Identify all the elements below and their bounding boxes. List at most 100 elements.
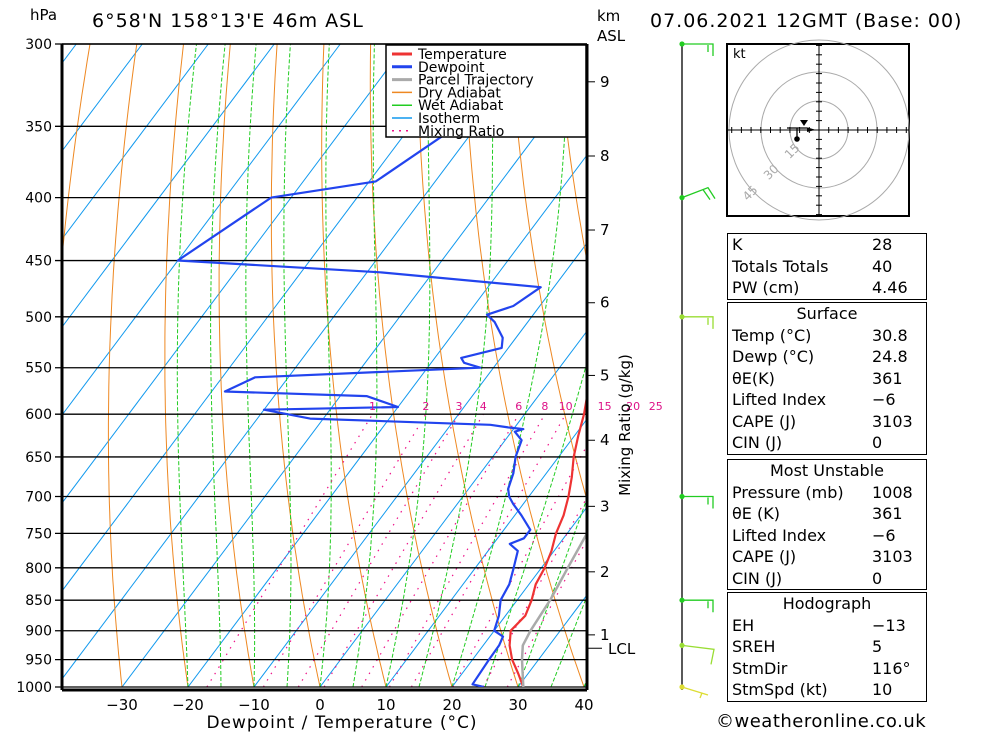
hodograph-row: EH −13 — [728, 615, 926, 637]
index-value: 0 — [872, 568, 883, 588]
wind-barb-shaft — [682, 495, 714, 509]
temperature-tick-label: −30 — [106, 696, 138, 714]
hodograph-title: Hodograph — [782, 594, 872, 613]
isotherm-line — [253, 242, 587, 687]
temperature-tick-label: 40 — [574, 696, 593, 714]
surface-row: θE(K) 361 — [728, 368, 926, 390]
index-value: −6 — [872, 390, 896, 409]
wet-adiabat-line — [418, 44, 494, 687]
temperature-tick-label: −20 — [172, 696, 204, 714]
wind-barb — [681, 186, 716, 201]
copyright-text: ©weatheronline.co.uk — [716, 711, 927, 732]
most-unstable-panel: Most Unstable Pressure (mb) 1008 θE (K) 36… — [727, 459, 927, 590]
mixing-ratio-label: 8 — [541, 400, 548, 413]
hodograph-arrow — [807, 128, 815, 132]
wind-barb-shaft — [681, 686, 709, 699]
hodograph-panel: Hodograph EH −13 SREH 5 StmDir 116° StmSpd … — [727, 592, 927, 702]
temperature-tick-label: 0 — [315, 696, 325, 714]
hodograph-storm-marker — [794, 136, 800, 142]
km-tick-label: 6 — [600, 294, 610, 312]
km-tick-label: 4 — [600, 431, 610, 449]
index-value: −6 — [872, 525, 896, 545]
surface-panel: Surface Temp (°C) 30.8 Dewp (°C) 24.8 θE(K… — [727, 302, 927, 455]
wet-adiabat-line — [245, 44, 257, 687]
index-label: SREH — [732, 637, 776, 656]
mixing-ratio-label: 25 — [649, 400, 663, 413]
surface-row: Dewp (°C) 24.8 — [728, 346, 926, 368]
temperature-tick-label: 10 — [376, 696, 395, 714]
wind-barb — [682, 43, 714, 56]
wind-barb — [681, 644, 715, 665]
index-label: Lifted Index — [732, 390, 827, 409]
pressure-tick-label: 400 — [25, 191, 52, 207]
wet-adiabat-line — [283, 44, 292, 687]
isotherm-line — [62, 44, 275, 328]
height-unit-label: km ASL — [597, 6, 625, 46]
dry-adiabat-line — [416, 44, 519, 687]
isotherm-line — [62, 44, 209, 240]
mixing-ratio-label: 2 — [422, 400, 429, 413]
index-value: 40 — [872, 256, 893, 276]
wet-adiabat-line — [176, 44, 197, 687]
index-label: StmDir — [732, 658, 788, 678]
pressure-tick-label: 350 — [25, 119, 52, 135]
mixing-ratio-label: 4 — [480, 400, 487, 413]
legend-box — [385, 44, 587, 138]
pressure-tick-label: 300 — [25, 37, 52, 53]
pressure-tick-label: 750 — [25, 526, 52, 542]
dry-adiabat-line — [218, 44, 255, 687]
temperature-tick-label: 30 — [508, 696, 527, 714]
index-label: CIN (J) — [732, 433, 783, 452]
index-row-totals: Totals Totals 40 — [728, 256, 926, 278]
dry-adiabat-line — [321, 44, 387, 687]
index-label: θE (K) — [732, 504, 780, 523]
index-label: Dewp (°C) — [732, 347, 815, 366]
x-axis-title: Dewpoint / Temperature (°C) — [206, 713, 477, 733]
index-label: StmSpd (kt) — [732, 680, 828, 699]
isotherm-line — [121, 66, 587, 687]
pressure-tick-label: 550 — [25, 361, 52, 377]
index-label: Pressure (mb) — [732, 482, 844, 502]
isotherm-line — [62, 44, 341, 416]
surface-row: Temp (°C) 30.8 — [728, 325, 926, 347]
index-value: 116° — [872, 658, 911, 678]
dry-adiabat-line — [107, 44, 138, 687]
index-label: Temp (°C) — [732, 325, 812, 345]
index-value: 30.8 — [872, 325, 908, 345]
index-value: 1008 — [872, 482, 913, 502]
mixing-ratio-line — [297, 413, 460, 687]
mixing-ratio-line — [410, 413, 567, 687]
km-tick-label: 9 — [600, 73, 610, 91]
surface-row: Lifted Index −6 — [728, 389, 926, 411]
index-label: EH — [732, 615, 755, 635]
temperature-line — [508, 389, 587, 687]
mixing-ratio-label: 1 — [369, 400, 376, 413]
index-label: Lifted Index — [732, 525, 827, 545]
pressure-tick-label: 850 — [25, 593, 52, 609]
isotherm-line — [385, 418, 587, 687]
wet-adiabat-line — [352, 44, 378, 687]
index-value: 10 — [872, 680, 893, 699]
temperature-tick-label: 20 — [442, 696, 461, 714]
location-title: 6°58'N 158°13'E 46m ASL — [92, 10, 364, 32]
index-value: 361 — [872, 504, 903, 523]
legend-label: Mixing Ratio — [418, 124, 504, 140]
wind-barb — [682, 599, 714, 613]
pressure-tick-label: 950 — [25, 653, 52, 669]
wind-barb-shaft — [682, 43, 714, 56]
index-value: 3103 — [872, 411, 913, 431]
index-row-k: K 28 — [728, 234, 926, 256]
hodograph-unit-label: kt — [733, 47, 746, 62]
indices-panel-top: K 28 Totals Totals 40 PW (cm) 4.46 — [727, 233, 927, 300]
hodograph-row: StmDir 116° — [728, 658, 926, 680]
legend-label: Dry Adiabat — [418, 85, 501, 101]
isotherm-line — [62, 44, 143, 152]
legend-label: Dewpoint — [418, 60, 485, 76]
index-label: PW (cm) — [732, 278, 800, 297]
index-label: CAPE (J) — [732, 547, 797, 566]
surface-row: CIN (J) 0 — [728, 432, 926, 454]
most-unstable-row: CAPE (J) 3103 — [728, 546, 926, 568]
index-label: CIN (J) — [732, 568, 783, 588]
index-label: CAPE (J) — [732, 411, 797, 431]
datetime-title: 07.06.2021 12GMT (Base: 00) — [650, 10, 963, 32]
